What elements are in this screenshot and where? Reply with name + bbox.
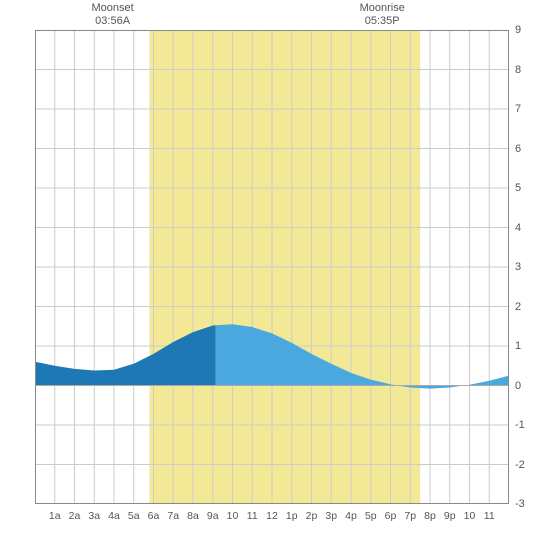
y-tick-label: -3: [515, 498, 525, 510]
x-tick-label: 8a: [187, 510, 199, 522]
moonset-label: Moonset 03:56A: [92, 2, 134, 28]
x-tick-label: 6a: [148, 510, 160, 522]
moonset-time: 03:56A: [92, 15, 134, 28]
x-tick-label: 12: [266, 510, 278, 522]
x-tick-label: 9p: [444, 510, 456, 522]
x-tick-label: 9a: [207, 510, 219, 522]
moonrise-title: Moonrise: [360, 2, 405, 15]
y-tick-label: -1: [515, 419, 525, 431]
tide-chart: Moonset 03:56A Moonrise 05:35P 1a 2a 3a 4a 5…: [0, 0, 550, 550]
x-tick-label: 5p: [365, 510, 377, 522]
x-tick-label: 1p: [286, 510, 298, 522]
moonrise-label: Moonrise 05:35P: [360, 2, 405, 28]
y-tick-label: -2: [515, 459, 525, 471]
plot-area: [35, 30, 509, 504]
x-tick-label: 6p: [385, 510, 397, 522]
x-tick-label: 7a: [167, 510, 179, 522]
y-tick-label: 9: [515, 24, 521, 36]
y-tick-label: 8: [515, 64, 521, 76]
x-tick-label: 8p: [424, 510, 436, 522]
y-tick-label: 1: [515, 340, 521, 352]
x-tick-label: 10: [227, 510, 239, 522]
y-tick-label: 2: [515, 301, 521, 313]
x-tick-label: 3p: [325, 510, 337, 522]
y-tick-label: 3: [515, 261, 521, 273]
y-tick-label: 0: [515, 380, 521, 392]
x-tick-label: 4a: [108, 510, 120, 522]
x-tick-label: 3a: [88, 510, 100, 522]
header-labels: Moonset 03:56A Moonrise 05:35P: [0, 0, 550, 28]
moonrise-time: 05:35P: [360, 15, 405, 28]
y-tick-label: 6: [515, 143, 521, 155]
x-tick-label: 11: [247, 510, 258, 522]
x-tick-label: 1a: [49, 510, 61, 522]
x-tick-label: 5a: [128, 510, 140, 522]
x-tick-label: 11: [484, 510, 495, 522]
x-tick-label: 10: [464, 510, 476, 522]
y-tick-label: 7: [515, 103, 521, 115]
x-tick-label: 7p: [404, 510, 416, 522]
moonset-title: Moonset: [92, 2, 134, 15]
x-tick-label: 2a: [69, 510, 81, 522]
x-tick-label: 2p: [306, 510, 318, 522]
x-tick-label: 4p: [345, 510, 357, 522]
y-tick-label: 5: [515, 182, 521, 194]
y-tick-label: 4: [515, 222, 521, 234]
